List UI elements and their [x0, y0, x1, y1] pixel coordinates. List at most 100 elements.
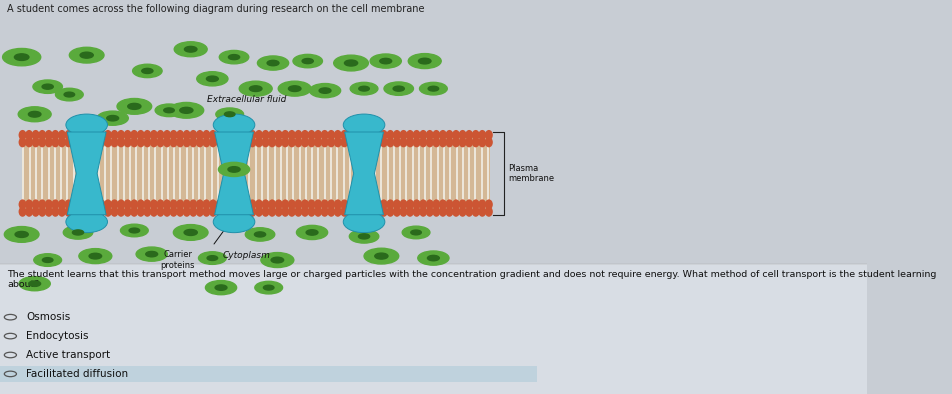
Ellipse shape — [208, 206, 217, 217]
Circle shape — [107, 115, 118, 121]
Ellipse shape — [110, 206, 118, 217]
Ellipse shape — [31, 137, 40, 147]
Ellipse shape — [215, 137, 224, 147]
Polygon shape — [214, 132, 253, 215]
Bar — [0, 264, 866, 394]
Ellipse shape — [143, 130, 151, 140]
Ellipse shape — [432, 199, 440, 210]
Ellipse shape — [208, 137, 217, 147]
Ellipse shape — [373, 206, 381, 217]
Ellipse shape — [458, 199, 466, 210]
Ellipse shape — [248, 137, 256, 147]
Ellipse shape — [321, 199, 328, 210]
Ellipse shape — [235, 206, 243, 217]
Ellipse shape — [419, 206, 426, 217]
Ellipse shape — [314, 206, 322, 217]
Circle shape — [419, 82, 446, 95]
Ellipse shape — [183, 137, 190, 147]
Circle shape — [132, 64, 162, 78]
Circle shape — [344, 60, 357, 66]
Ellipse shape — [71, 206, 79, 217]
Ellipse shape — [189, 199, 197, 210]
Ellipse shape — [196, 206, 204, 217]
Ellipse shape — [25, 206, 33, 217]
Ellipse shape — [327, 199, 335, 210]
Polygon shape — [345, 132, 383, 215]
Ellipse shape — [327, 206, 335, 217]
Ellipse shape — [478, 206, 486, 217]
Ellipse shape — [163, 137, 170, 147]
Bar — [0, 366, 537, 382]
Ellipse shape — [281, 130, 288, 140]
Ellipse shape — [130, 137, 138, 147]
Ellipse shape — [208, 199, 217, 210]
Circle shape — [278, 81, 311, 96]
Ellipse shape — [248, 130, 256, 140]
Ellipse shape — [294, 130, 302, 140]
Ellipse shape — [235, 199, 243, 210]
Ellipse shape — [360, 199, 367, 210]
Ellipse shape — [367, 206, 374, 217]
Ellipse shape — [301, 130, 308, 140]
Ellipse shape — [248, 199, 256, 210]
Ellipse shape — [149, 130, 158, 140]
Ellipse shape — [360, 206, 367, 217]
Ellipse shape — [419, 137, 426, 147]
Ellipse shape — [274, 130, 283, 140]
Ellipse shape — [353, 199, 361, 210]
Ellipse shape — [215, 206, 224, 217]
Ellipse shape — [78, 206, 86, 217]
Ellipse shape — [307, 130, 315, 140]
Ellipse shape — [18, 199, 27, 210]
Ellipse shape — [347, 199, 354, 210]
Ellipse shape — [51, 130, 59, 140]
Text: The student learns that this transport method moves large or charged particles w: The student learns that this transport m… — [7, 270, 935, 289]
Ellipse shape — [222, 206, 229, 217]
Ellipse shape — [451, 199, 460, 210]
Circle shape — [164, 108, 174, 113]
Ellipse shape — [189, 206, 197, 217]
Ellipse shape — [163, 130, 170, 140]
Ellipse shape — [31, 199, 40, 210]
Ellipse shape — [130, 199, 138, 210]
Circle shape — [427, 255, 439, 261]
Ellipse shape — [353, 130, 361, 140]
Text: Cytoplasm: Cytoplasm — [223, 251, 270, 260]
Ellipse shape — [288, 199, 295, 210]
Ellipse shape — [143, 206, 151, 217]
Ellipse shape — [288, 206, 295, 217]
Ellipse shape — [301, 199, 308, 210]
Ellipse shape — [451, 206, 460, 217]
Text: Endocytosis: Endocytosis — [26, 331, 89, 341]
Ellipse shape — [51, 206, 59, 217]
Ellipse shape — [426, 137, 433, 147]
Ellipse shape — [314, 137, 322, 147]
Ellipse shape — [242, 130, 249, 140]
Ellipse shape — [65, 130, 72, 140]
Ellipse shape — [38, 137, 46, 147]
Ellipse shape — [169, 137, 177, 147]
Ellipse shape — [18, 206, 27, 217]
Ellipse shape — [373, 130, 381, 140]
Circle shape — [173, 225, 208, 240]
Ellipse shape — [78, 130, 86, 140]
Ellipse shape — [248, 206, 256, 217]
Ellipse shape — [347, 130, 354, 140]
Ellipse shape — [45, 130, 52, 140]
Ellipse shape — [380, 137, 387, 147]
Circle shape — [270, 257, 284, 263]
Ellipse shape — [31, 206, 40, 217]
Ellipse shape — [426, 206, 433, 217]
Ellipse shape — [104, 206, 111, 217]
Text: A student comes across the following diagram during research on the cell membran: A student comes across the following dia… — [7, 4, 424, 14]
Ellipse shape — [321, 206, 328, 217]
Ellipse shape — [18, 137, 27, 147]
Circle shape — [219, 50, 248, 64]
Ellipse shape — [314, 199, 322, 210]
Ellipse shape — [78, 137, 86, 147]
Ellipse shape — [51, 137, 59, 147]
Ellipse shape — [288, 130, 295, 140]
Text: Osmosis: Osmosis — [26, 312, 70, 322]
Ellipse shape — [301, 206, 308, 217]
Ellipse shape — [242, 206, 249, 217]
